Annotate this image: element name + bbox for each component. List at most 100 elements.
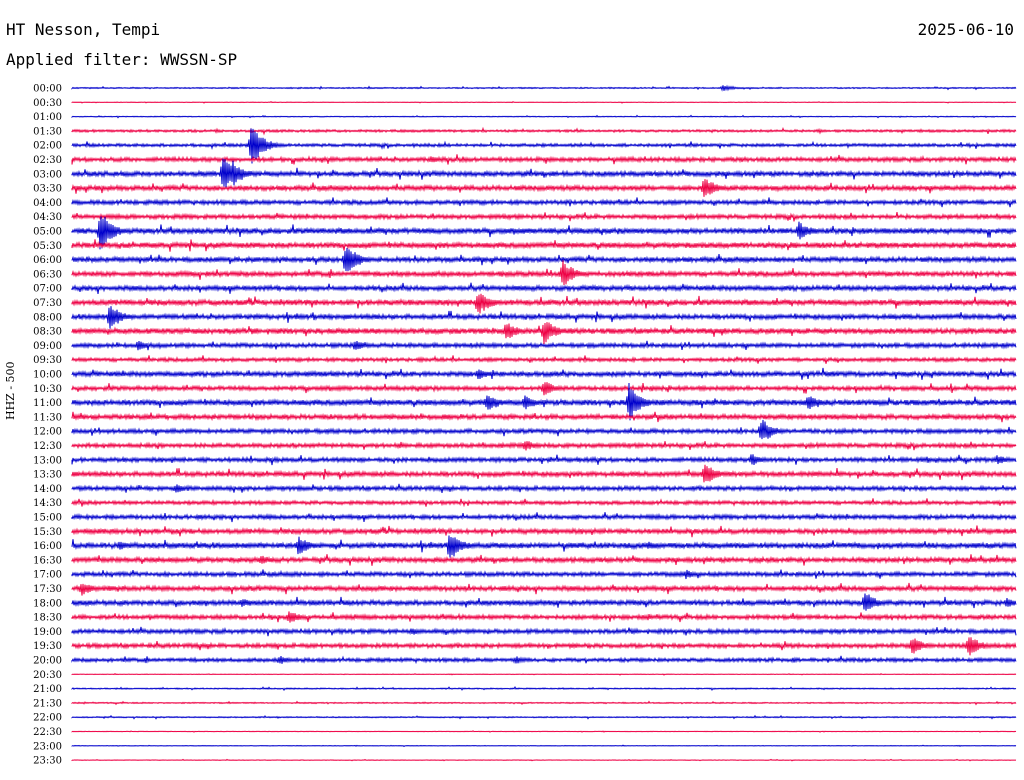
row-time-label: 20:30 [33,670,62,681]
trace-line [71,464,1017,483]
row-time-label: 00:00 [33,84,62,95]
row-time-label: 20:00 [33,656,62,667]
trace-line [71,247,1017,272]
trace-line [71,419,1017,440]
trace-line [71,626,1017,637]
row-time-label: 13:30 [33,470,62,481]
row-time-label: 04:00 [33,198,62,209]
trace-line [71,655,1017,665]
row-time-label: 01:30 [33,126,62,137]
row-time-label: 21:30 [33,698,62,709]
row-time-label: 09:00 [33,341,62,352]
row-time-label: 23:30 [33,756,62,767]
trace-line [71,293,1017,314]
trace-line [71,686,1017,692]
trace-line [71,212,1017,222]
row-time-label: 22:00 [33,713,62,724]
row-time-label: 10:30 [33,384,62,395]
trace-line [71,216,1017,250]
row-time-label: 11:00 [33,398,62,409]
trace-line [71,354,1017,364]
row-time-label: 03:30 [33,184,62,195]
trace-line [71,126,1017,136]
row-time-label: 09:30 [33,355,62,366]
row-time-label: 15:00 [33,513,62,524]
row-time-label: 03:00 [33,169,62,180]
row-time-label: 18:30 [33,613,62,624]
row-time-label: 06:00 [33,255,62,266]
trace-line [71,535,1017,558]
row-time-label: 18:00 [33,598,62,609]
row-time-label: 10:00 [33,370,62,381]
trace-line [71,525,1017,538]
trace-line [71,128,1017,164]
row-time-label: 01:00 [33,112,62,123]
trace-line [71,744,1017,748]
trace-line [71,282,1017,294]
trace-line [71,100,1017,104]
trace-line [71,637,1017,656]
row-time-label: 08:30 [33,327,62,338]
date-label: 2025-06-10 [917,20,1014,39]
trace-line [71,483,1017,493]
trace-line [71,441,1017,451]
trace-line [71,239,1017,252]
row-time-label: 08:00 [33,312,62,323]
trace-line [71,700,1017,706]
trace-line [71,611,1017,623]
trace-line [71,197,1017,208]
trace-line [71,454,1017,466]
trace-line [71,154,1017,165]
trace-line [71,673,1017,676]
trace-line [71,114,1017,119]
trace-line [71,569,1017,580]
filter-label: Applied filter: WWSSN-SP [6,50,238,69]
trace-line [71,306,1017,329]
row-time-label: 07:00 [33,284,62,295]
row-time-label: 22:30 [33,727,62,738]
trace-line [71,714,1017,720]
row-time-label: 16:30 [33,555,62,566]
row-time-label: 00:30 [33,98,62,109]
trace-line [71,367,1017,380]
row-time-label: 07:30 [33,298,62,309]
row-time-label: 19:00 [33,627,62,638]
trace-line [71,411,1017,423]
trace-line [71,260,1017,286]
trace-line [71,593,1017,611]
row-time-label: 14:30 [33,498,62,509]
row-time-label: 05:00 [33,227,62,238]
row-time-label: 23:00 [33,741,62,752]
row-time-label: 15:30 [33,527,62,538]
row-time-label: 12:00 [33,427,62,438]
row-time-label: 21:00 [33,684,62,695]
trace-line [71,730,1017,733]
row-time-label: 19:30 [33,641,62,652]
row-time-label: 05:30 [33,241,62,252]
trace-line [71,382,1017,421]
row-time-label: 11:30 [33,412,62,423]
trace-line [71,382,1017,396]
trace-line [71,340,1017,351]
trace-line [71,498,1017,508]
row-time-label: 02:00 [33,141,62,152]
trace-line [71,84,1017,92]
trace-line [71,322,1017,345]
row-time-label: 13:00 [33,455,62,466]
trace-line [71,554,1017,566]
row-time-label: 06:30 [33,269,62,280]
trace-line [71,758,1017,762]
row-time-label: 04:30 [33,212,62,223]
trace-line [71,512,1017,523]
station-title: HT Nesson, Tempi [6,20,161,39]
row-time-label: 02:30 [33,155,62,166]
row-time-label: 17:00 [33,570,62,581]
trace-line [71,179,1017,197]
row-time-label: 14:00 [33,484,62,495]
row-time-label: 17:30 [33,584,62,595]
trace-line [71,582,1017,596]
row-time-label: 16:00 [33,541,62,552]
trace-line [71,158,1017,188]
row-time-label: 12:30 [33,441,62,452]
